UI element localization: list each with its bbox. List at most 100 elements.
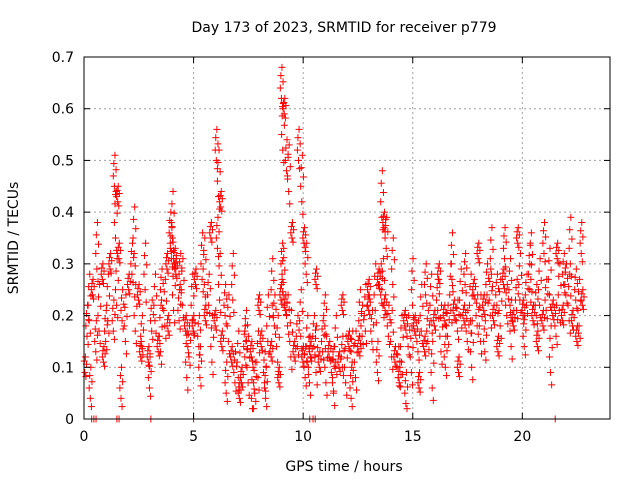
data-point (484, 299, 492, 307)
data-point (419, 302, 427, 310)
data-point (155, 332, 163, 340)
data-point (165, 331, 173, 339)
data-point (541, 218, 549, 226)
data-point (262, 387, 270, 395)
data-point (480, 325, 488, 333)
data-point (571, 286, 579, 294)
data-point (271, 330, 279, 338)
data-point (339, 291, 347, 299)
data-point (92, 231, 100, 239)
data-point (88, 291, 96, 299)
data-point (329, 355, 337, 363)
data-point (276, 383, 284, 391)
data-point (281, 114, 289, 122)
data-point (277, 260, 285, 268)
data-point (197, 382, 205, 390)
data-point (574, 306, 582, 314)
data-point (269, 345, 277, 353)
data-point (103, 283, 111, 291)
data-point (264, 291, 272, 299)
data-point (187, 336, 195, 344)
data-point (429, 337, 437, 345)
data-point (195, 351, 203, 359)
data-point (242, 336, 250, 344)
data-point (496, 288, 504, 296)
data-point (358, 307, 366, 315)
data-point (347, 394, 355, 402)
data-point (467, 270, 475, 278)
data-point (381, 208, 389, 216)
data-point (494, 285, 502, 293)
data-point (137, 337, 145, 345)
data-point (86, 270, 94, 278)
data-point (216, 250, 224, 258)
data-point (414, 348, 422, 356)
data-point (436, 280, 444, 288)
data-point (559, 317, 567, 325)
data-point (92, 348, 100, 356)
data-point (119, 325, 127, 333)
data-point (368, 337, 376, 345)
data-point (305, 379, 313, 387)
data-point (275, 333, 283, 341)
data-point (326, 337, 334, 345)
data-point (175, 317, 183, 325)
data-point (280, 110, 288, 118)
data-point (487, 270, 495, 278)
data-point (429, 396, 437, 404)
data-point (506, 327, 514, 335)
data-point (381, 276, 389, 284)
data-point (275, 379, 283, 387)
data-point (269, 314, 277, 322)
data-point (422, 291, 430, 299)
data-point (521, 312, 529, 320)
data-point (515, 281, 523, 289)
data-point (259, 368, 267, 376)
data-point (486, 255, 494, 263)
data-point (84, 301, 92, 309)
data-point (579, 286, 587, 294)
data-point (184, 330, 192, 338)
data-point (544, 290, 552, 298)
data-point (194, 332, 202, 340)
data-point (484, 260, 492, 268)
data-point (164, 327, 172, 335)
data-point (526, 241, 534, 249)
data-point (228, 262, 236, 270)
data-point (214, 213, 222, 221)
data-point (183, 331, 191, 339)
data-point (543, 315, 551, 323)
data-point (513, 275, 521, 283)
data-point (514, 239, 522, 247)
data-point (561, 289, 569, 297)
data-point (453, 304, 461, 312)
data-point (555, 272, 563, 280)
data-point (554, 291, 562, 299)
x-tick-label: 5 (189, 429, 198, 445)
data-point (85, 384, 93, 392)
data-point (567, 292, 575, 300)
data-point (298, 198, 306, 206)
data-point (298, 307, 306, 315)
data-point (521, 291, 529, 299)
y-tick-label: 0.1 (52, 360, 74, 376)
data-point (545, 257, 553, 265)
data-point (385, 341, 393, 349)
data-point (534, 347, 542, 355)
data-point (301, 243, 309, 251)
data-point (90, 295, 98, 303)
data-point (173, 274, 181, 282)
data-point (288, 218, 296, 226)
data-point (159, 280, 167, 288)
data-point (102, 306, 110, 314)
data-point (495, 306, 503, 314)
data-point (495, 352, 503, 360)
data-point (210, 333, 218, 341)
data-point (248, 337, 256, 345)
data-point (525, 252, 533, 260)
data-point (307, 354, 315, 362)
data-point (422, 260, 430, 268)
data-point (408, 301, 416, 309)
data-point (407, 286, 415, 294)
data-point (350, 358, 358, 366)
